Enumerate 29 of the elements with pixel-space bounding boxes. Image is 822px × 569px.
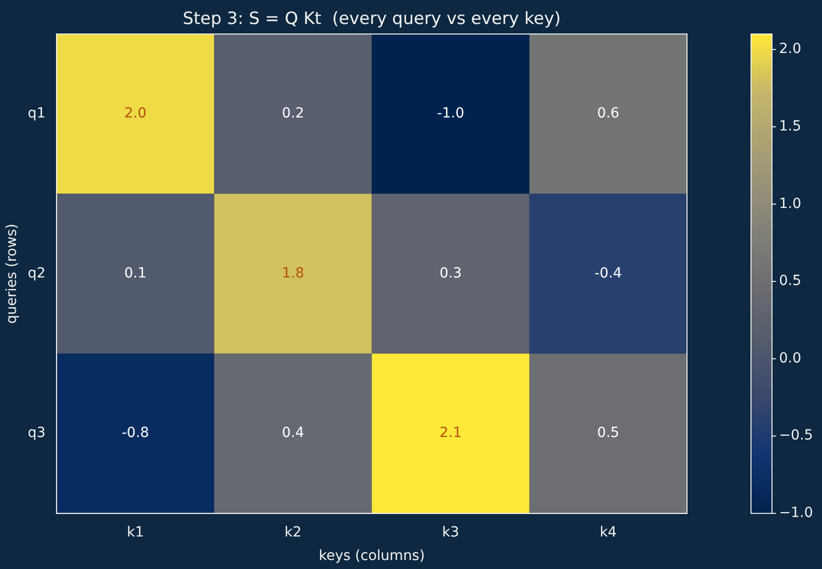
color-bar-label: −1.0 — [779, 505, 813, 522]
color-bar-label: 0.0 — [779, 350, 802, 366]
data-label: -1.0 — [436, 106, 464, 122]
x-tick-label: k4 — [600, 524, 617, 540]
data-label: 0.3 — [439, 265, 462, 282]
data-label: 1.8 — [282, 265, 304, 282]
x-axis-title: keys (columns) — [318, 548, 425, 564]
y-axis-title: queries (rows) — [4, 224, 20, 324]
y-tick-label: q2 — [28, 265, 46, 282]
data-label: 0.6 — [597, 106, 620, 122]
color-bar-label: 1.5 — [779, 118, 802, 134]
data-label: 2.1 — [439, 425, 462, 442]
x-tick-label: k3 — [442, 524, 460, 540]
data-label: 0.5 — [597, 425, 620, 442]
data-label: 0.1 — [124, 265, 147, 282]
y-tick-label: q1 — [28, 106, 46, 122]
y-tick-label: q3 — [28, 425, 46, 442]
color-bar-label: 2.0 — [779, 41, 802, 58]
x-tick-label: k2 — [284, 524, 302, 540]
x-tick-label: k1 — [126, 524, 144, 540]
color-bar-label: 0.5 — [779, 273, 802, 290]
data-label: 2.0 — [124, 106, 147, 122]
color-bar-label: 1.0 — [779, 196, 802, 212]
data-label: -0.8 — [122, 425, 150, 442]
color-bar-label: −0.5 — [779, 428, 813, 444]
data-label: -0.4 — [594, 265, 622, 282]
data-label: 0.4 — [282, 425, 304, 442]
chart-title: Step 3: S = Q Kt (every query vs every key) — [182, 8, 561, 29]
data-label: 0.2 — [282, 106, 304, 122]
